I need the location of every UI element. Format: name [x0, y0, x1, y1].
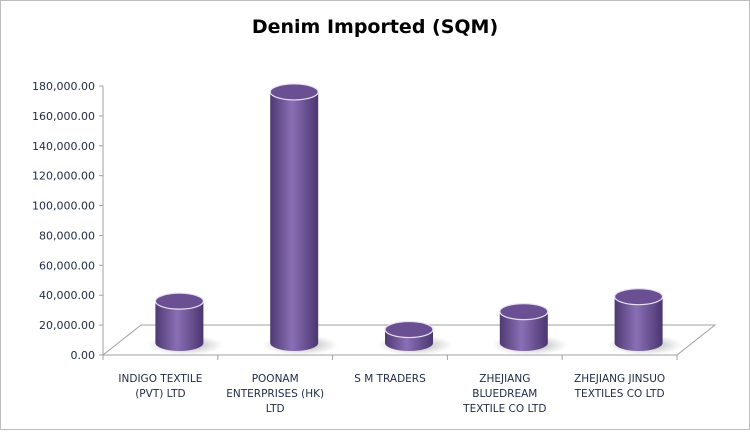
bar-top — [384, 320, 434, 339]
x-category-label: ZHEJIANG BLUEDREAM TEXTILE CO LTD — [462, 373, 546, 415]
y-tick-label: 180,000.00 — [32, 80, 95, 93]
y-tick-label: 20,000.00 — [39, 319, 95, 332]
bar-body — [155, 301, 204, 351]
bar-top — [613, 288, 664, 306]
bar — [377, 320, 453, 355]
x-category-label: ZHEJIANG JINSUO TEXTILES CO LTD — [574, 373, 666, 400]
x-category-label: INDIGO TEXTILE (PVT) LTD — [118, 373, 202, 400]
bar-top — [154, 292, 204, 310]
bar — [147, 292, 224, 355]
bar-body — [270, 91, 319, 351]
y-tick-label: 120,000.00 — [32, 170, 95, 183]
y-tick-label: 100,000.00 — [32, 200, 95, 213]
y-tick-label: 80,000.00 — [39, 229, 95, 242]
y-tick-label: 40,000.00 — [39, 289, 95, 302]
x-category-label: S M TRADERS — [354, 373, 426, 385]
chart-title: Denim Imported (SQM) — [252, 16, 498, 38]
bar — [262, 83, 339, 355]
bar-top — [269, 83, 319, 101]
y-tick-label: 0.00 — [71, 349, 96, 362]
x-category-label: POONAM ENTERPRISES (HK) LTD — [226, 373, 324, 415]
bar-top — [499, 303, 549, 321]
y-tick-label: 140,000.00 — [32, 140, 95, 153]
bar-body — [499, 311, 548, 351]
y-tick-label: 160,000.00 — [32, 110, 95, 123]
bar-body — [614, 296, 663, 351]
bar — [606, 288, 683, 355]
y-tick-label: 60,000.00 — [39, 259, 95, 272]
bar — [491, 303, 568, 355]
